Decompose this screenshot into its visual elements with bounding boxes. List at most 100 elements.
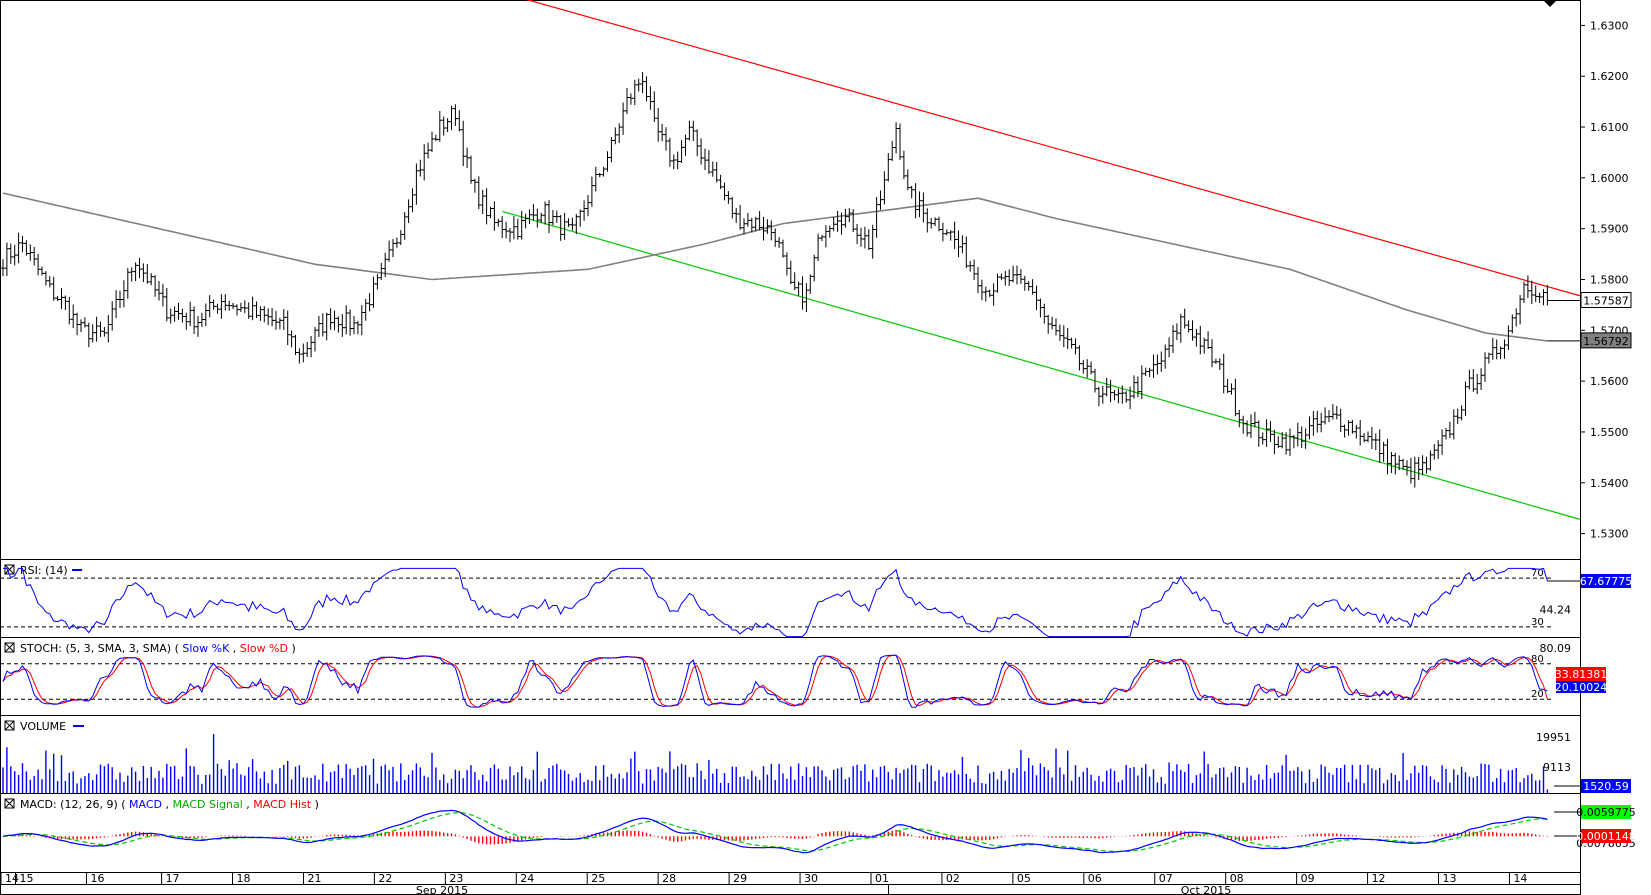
ohlc-bar	[363, 298, 368, 321]
stoch-d-value-box	[1556, 667, 1606, 681]
volume-bars	[2, 734, 1549, 793]
ohlc-bar	[367, 293, 372, 312]
price-tick-label: 1.5800	[1590, 274, 1629, 287]
ohlc-bar	[1533, 285, 1538, 302]
ohlc-bar	[371, 276, 376, 308]
ohlc-bar	[20, 235, 25, 253]
macd-signal-name: MACD Signal	[173, 798, 243, 811]
ohlc-bar	[617, 123, 622, 143]
date-tick-label: 18	[237, 872, 251, 885]
stoch-panel: STOCH: (5, 3, SMA, 3, SMA) ( Slow %K , S…	[0, 642, 1607, 708]
rsi-mid-label: 44.24	[1540, 604, 1572, 617]
date-tick-label: 23	[449, 872, 463, 885]
ohlc-bar	[157, 280, 161, 301]
ohlc-bar	[36, 253, 41, 276]
ohlc-bar	[223, 294, 228, 311]
macd-signal-line	[2, 811, 1548, 853]
stoch-k-line	[2, 654, 1548, 708]
stoch-k-value-box	[1556, 680, 1606, 693]
ohlc-bar	[285, 310, 290, 346]
ohlc-bar	[1447, 421, 1452, 439]
ohlc-bar	[788, 260, 793, 285]
ohlc-bar	[254, 301, 259, 318]
date-tick-label: 06	[1088, 872, 1102, 885]
ohlc-bar	[1190, 320, 1195, 341]
ohlc-bar	[1155, 354, 1160, 375]
ohlc-bar	[1350, 419, 1355, 434]
ohlc-bar	[1034, 285, 1039, 311]
ohlc-bar	[921, 192, 926, 223]
date-tick-label: 13	[1443, 872, 1457, 885]
ma-label-box	[1580, 332, 1632, 349]
ohlc-bar	[979, 279, 984, 301]
ohlc-bar	[227, 300, 232, 311]
ohlc-bar	[1015, 265, 1019, 285]
ohlc-bar	[1397, 455, 1402, 471]
ohlc-bar	[262, 306, 267, 323]
ohlc-bar	[1112, 389, 1117, 401]
ohlc-bar	[1174, 323, 1179, 341]
ohlc-bar	[398, 230, 403, 246]
ohlc-bar	[742, 218, 746, 235]
ohlc-bar	[59, 288, 64, 310]
moving-average-line	[2, 192, 1548, 342]
ohlc-bar	[851, 209, 856, 232]
ohlc-bar	[348, 309, 353, 336]
ohlc-bar	[800, 276, 805, 310]
ohlc-bar	[1077, 345, 1082, 371]
ohlc-bar	[554, 210, 559, 223]
ohlc-bar	[149, 273, 154, 286]
ohlc-bar	[375, 274, 380, 290]
stoch-top-label: 80.09	[1540, 642, 1572, 655]
ohlc-bar	[137, 257, 142, 279]
ohlc-bar	[1366, 431, 1370, 443]
ohlc-bar	[51, 276, 56, 301]
date-tick-label: 24	[520, 872, 534, 885]
ohlc-bar	[605, 151, 610, 172]
ohlc-bar	[1143, 367, 1148, 377]
ohlc-bar	[664, 127, 668, 151]
ohlc-bar	[515, 218, 520, 240]
ohlc-bar	[1420, 455, 1425, 476]
ohlc-bar	[769, 220, 774, 241]
ohlc-bar	[488, 206, 493, 219]
channel-upper-line	[525, 0, 1581, 297]
ohlc-bar	[1159, 351, 1164, 372]
ohlc-bar	[1030, 279, 1035, 295]
macd-hist-value-label: 0.0001148	[1576, 830, 1636, 843]
ohlc-bar	[726, 191, 731, 204]
ohlc-bar	[445, 118, 450, 132]
ohlc-bar	[297, 348, 302, 364]
price-tick-label: 1.5600	[1590, 375, 1629, 388]
ohlc-bar	[500, 216, 505, 239]
ohlc-bar	[316, 315, 321, 338]
price-axis: 1.6300 1.6200 1.6100 1.6000 1.5900 1.5800 1.57…	[1580, 19, 1629, 541]
ohlc-bar	[67, 296, 72, 325]
scroll-marker-icon[interactable]	[1543, 0, 1557, 7]
ohlc-bar	[859, 227, 863, 247]
rsi-level-30-label: 30	[1531, 617, 1544, 628]
date-axis: 14 15 16 17 18 21 22 23 24 25 28 29 30 01 02 05 06 07 08 09…	[0, 872, 1527, 885]
ohlc-bar	[1073, 338, 1078, 355]
price-label: 1.57587	[1583, 294, 1629, 307]
ohlc-bar	[457, 110, 462, 132]
ohlc-bar	[1463, 381, 1468, 416]
ohlc-bar	[675, 151, 680, 170]
price-tick-label: 1.6300	[1590, 19, 1629, 32]
ohlc-bar	[804, 283, 809, 313]
ohlc-bar	[1444, 427, 1448, 440]
ohlc-bar	[1537, 292, 1542, 303]
ohlc-bar	[987, 289, 992, 298]
ohlc-bar	[597, 172, 602, 178]
ohlc-bar	[355, 321, 360, 335]
ohlc-bar	[47, 276, 52, 288]
ohlc-bar	[449, 105, 454, 131]
macd-close-icon-cross	[4, 798, 15, 809]
date-tick-label: 16	[90, 872, 104, 885]
ohlc-bar	[1221, 353, 1226, 394]
ohlc-bar	[1225, 378, 1230, 394]
ohlc-bar	[114, 290, 119, 319]
ohlc-bar	[1264, 419, 1269, 447]
ohlc-bar	[632, 79, 637, 106]
ohlc-bar	[1245, 420, 1250, 437]
